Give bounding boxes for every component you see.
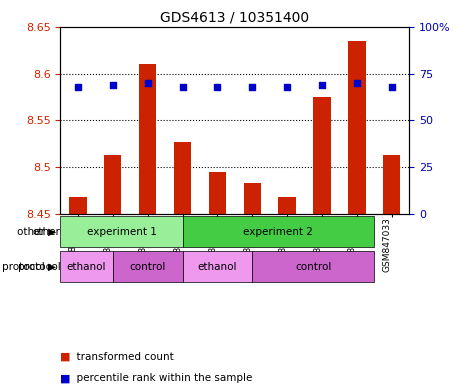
Point [388, 84, 395, 90]
Text: transformed count: transformed count [70, 352, 173, 362]
Bar [104, 155, 121, 214]
Bar [348, 41, 365, 214]
Bar [244, 183, 261, 214]
FancyBboxPatch shape [252, 251, 374, 282]
Text: ■: ■ [60, 352, 71, 362]
Text: percentile rank within the sample: percentile rank within the sample [70, 373, 252, 383]
Text: protocol: protocol [18, 262, 60, 271]
Bar [139, 64, 156, 214]
FancyBboxPatch shape [182, 251, 252, 282]
Point [109, 82, 116, 88]
Bar [279, 197, 296, 214]
Text: protocol ▶: protocol ▶ [2, 262, 56, 271]
Bar [174, 142, 191, 214]
Text: ethanol: ethanol [198, 262, 237, 271]
Text: experiment 2: experiment 2 [244, 227, 313, 237]
Point [248, 84, 256, 90]
Point [144, 80, 152, 86]
FancyBboxPatch shape [113, 251, 182, 282]
Text: other: other [33, 227, 60, 237]
Bar [313, 97, 331, 214]
FancyBboxPatch shape [60, 251, 113, 282]
Point [179, 84, 186, 90]
Point [74, 84, 82, 90]
Bar [383, 155, 400, 214]
Title: GDS4613 / 10351400: GDS4613 / 10351400 [160, 10, 309, 24]
Text: other ▶: other ▶ [17, 227, 56, 237]
Text: experiment 1: experiment 1 [86, 227, 156, 237]
Text: control: control [295, 262, 332, 271]
Text: ■: ■ [60, 373, 71, 383]
Point [318, 82, 325, 88]
Point [214, 84, 221, 90]
Text: ethanol: ethanol [67, 262, 106, 271]
Point [283, 84, 291, 90]
Bar [209, 172, 226, 214]
FancyBboxPatch shape [60, 216, 182, 247]
Bar [69, 197, 86, 214]
FancyBboxPatch shape [182, 216, 374, 247]
Text: control: control [129, 262, 166, 271]
Point [353, 80, 361, 86]
